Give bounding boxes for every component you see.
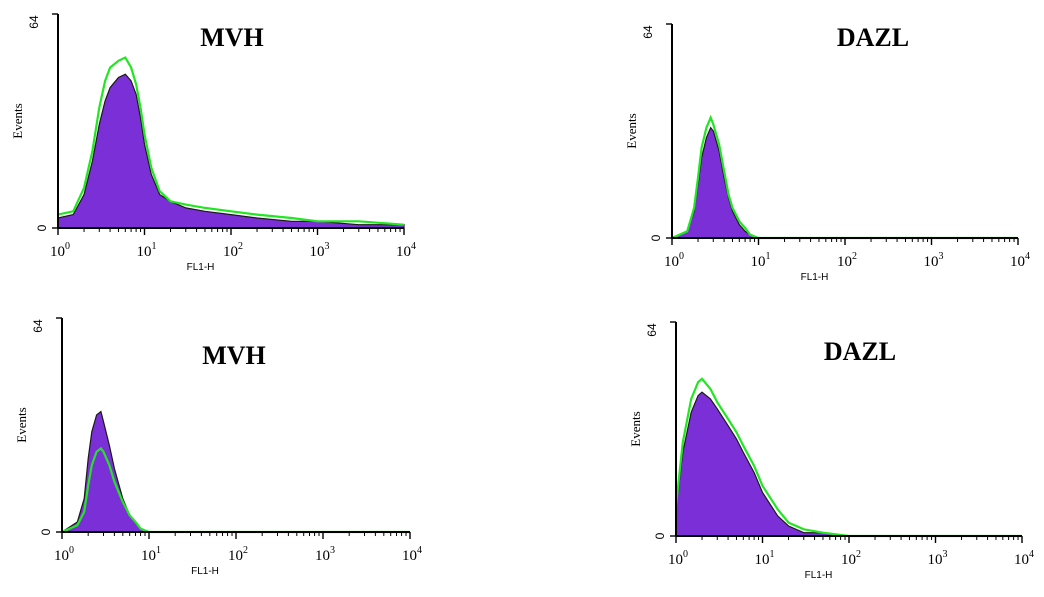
y-tick-label: 64: [641, 25, 655, 39]
x-tick-label: 103: [928, 549, 948, 568]
panel-title: DAZL: [837, 23, 909, 52]
series-green-line: [57, 56, 405, 226]
x-tick-label: 101: [755, 549, 775, 568]
histogram-panel: 100 101 102 103 104 FL1-H 0 64 Events DAZL: [628, 321, 1034, 581]
x-tick-label: 103: [310, 241, 330, 260]
x-tick-label: 104: [1014, 549, 1034, 568]
x-axis-title: FL1-H: [187, 262, 215, 273]
x-tick-label: 104: [402, 545, 422, 564]
x-tick-label: 100: [54, 545, 74, 564]
x-tick-label: 101: [137, 241, 157, 260]
x-tick-label: 100: [668, 549, 688, 568]
y-tick-label: 64: [645, 323, 659, 337]
y-tick-label: 64: [31, 319, 45, 333]
panel-title: DAZL: [824, 337, 896, 366]
series-green-line: [674, 377, 1022, 538]
y-tick-label: 0: [39, 528, 53, 535]
x-tick-label: 100: [664, 251, 684, 270]
y-tick-label: 0: [35, 224, 49, 231]
x-tick-label: 102: [837, 251, 857, 270]
panel-title: MVH: [200, 23, 264, 52]
y-axis-title: Events: [10, 103, 25, 138]
histogram-panel: 100 101 102 103 104 FL1-H 0 64 Events DAZL: [624, 23, 1030, 283]
series-purple-area: [59, 410, 410, 533]
x-tick-label: 103: [315, 545, 335, 564]
x-tick-label: 104: [396, 241, 416, 260]
x-tick-label: 102: [228, 545, 248, 564]
y-axis-title: Events: [624, 113, 639, 148]
x-tick-label: 101: [751, 251, 771, 270]
series-purple-area: [57, 73, 405, 229]
panel-title: MVH: [202, 341, 266, 370]
histogram-panel: 100 101 102 103 104 FL1-H 0 64 Events MVH: [10, 13, 416, 273]
y-tick-label: 0: [649, 234, 663, 241]
x-tick-label: 104: [1010, 251, 1030, 270]
x-tick-label: 102: [223, 241, 243, 260]
y-axis-title: Events: [628, 411, 643, 446]
x-tick-label: 101: [141, 545, 161, 564]
x-tick-label: 100: [50, 241, 70, 260]
x-axis-title: FL1-H: [191, 566, 219, 577]
x-tick-label: 103: [924, 251, 944, 270]
series-purple-area: [671, 126, 1018, 239]
x-tick-label: 102: [841, 549, 861, 568]
y-tick-label: 0: [653, 532, 667, 539]
x-axis-title: FL1-H: [801, 272, 829, 283]
x-axis-title: FL1-H: [805, 570, 833, 581]
histogram-panel: 100 101 102 103 104 FL1-H 0 64 Events MVH: [14, 317, 422, 577]
y-tick-label: 64: [27, 15, 41, 29]
series-purple-area: [675, 391, 1022, 537]
y-axis-title: Events: [14, 407, 29, 442]
